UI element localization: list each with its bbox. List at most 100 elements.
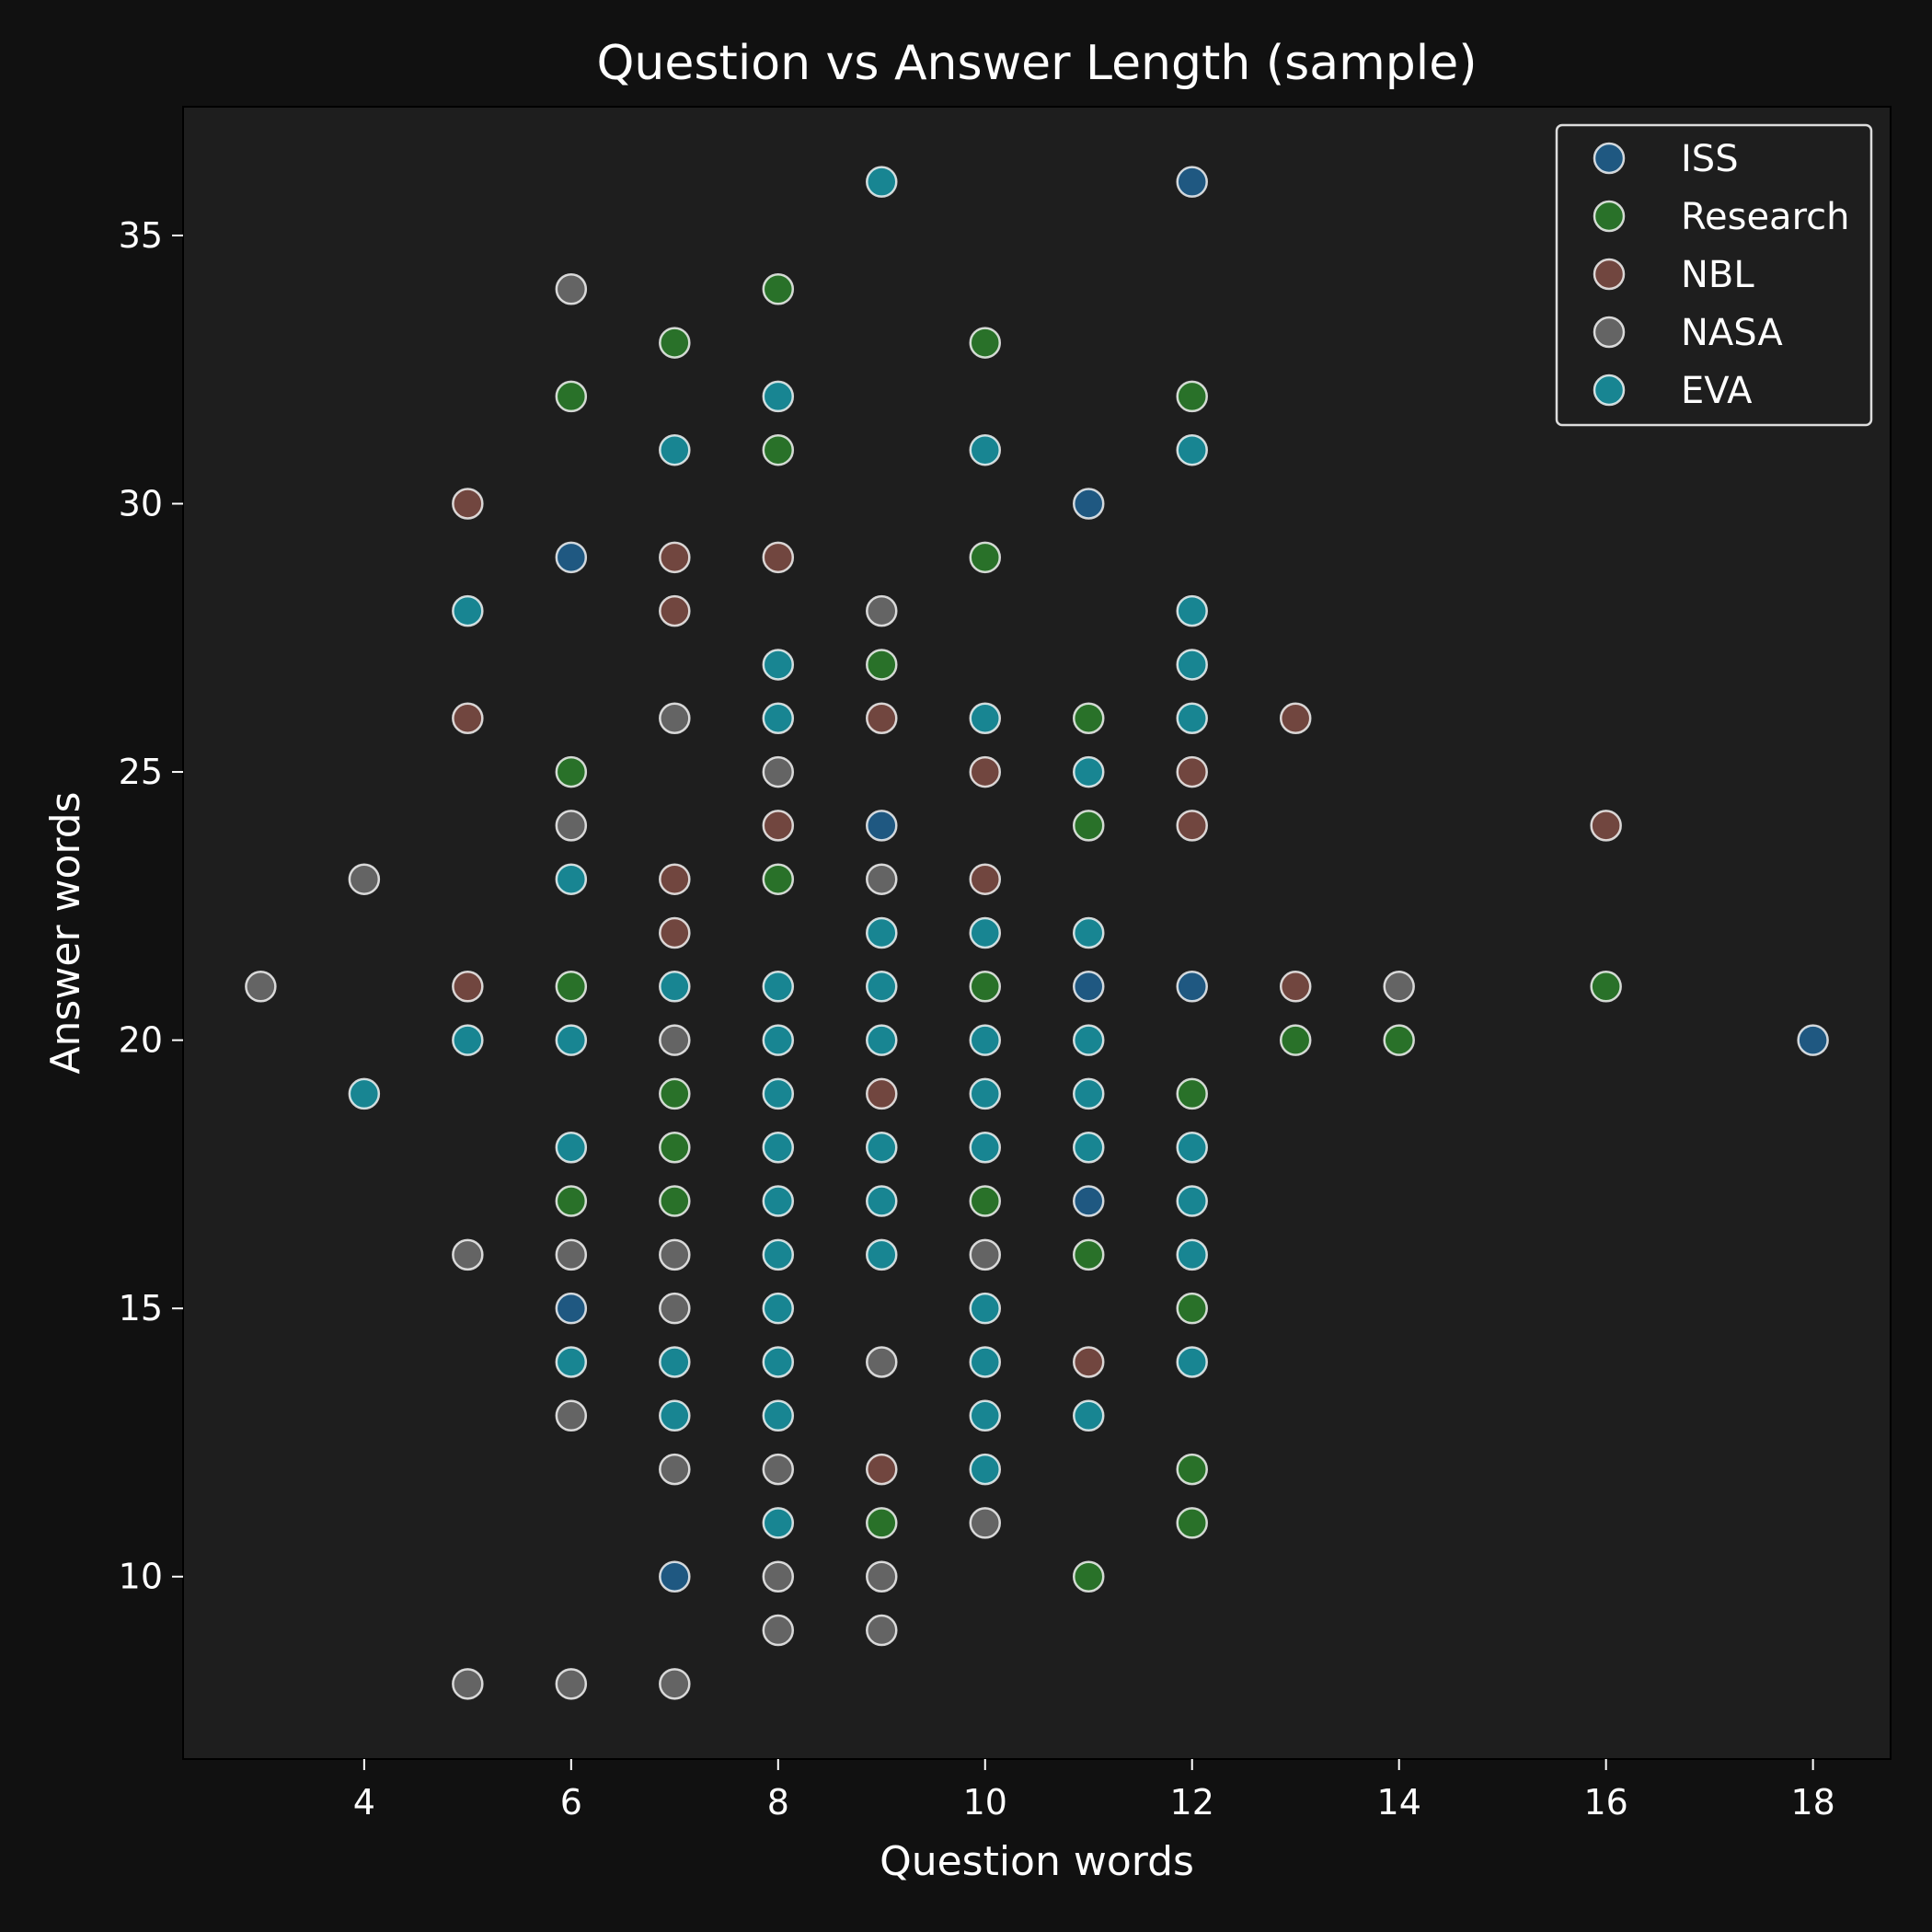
data-point (969, 433, 1002, 466)
data-point (969, 1077, 1002, 1110)
data-point (866, 810, 898, 842)
legend-marker (1593, 200, 1626, 233)
data-point (1072, 1560, 1105, 1593)
data-point (1279, 1024, 1312, 1056)
data-point (555, 380, 588, 413)
legend-marker (1593, 142, 1626, 175)
data-point (1176, 380, 1208, 413)
data-point (1072, 971, 1105, 1003)
data-point (659, 1077, 691, 1110)
data-point (969, 916, 1002, 949)
data-point (1072, 1238, 1105, 1271)
data-point (866, 649, 898, 681)
data-point (659, 971, 691, 1003)
data-point (555, 541, 588, 574)
data-point (555, 1238, 588, 1271)
data-point (1176, 755, 1208, 788)
data-point (969, 541, 1002, 574)
data-point (452, 594, 484, 627)
data-point (1383, 1024, 1415, 1056)
x-tick-label: 4 (353, 1782, 375, 1823)
data-point (1176, 1238, 1208, 1271)
data-point (1176, 1346, 1208, 1378)
data-point (659, 1560, 691, 1593)
data-point (866, 594, 898, 627)
legend-marker (1593, 258, 1626, 291)
data-point (1176, 594, 1208, 627)
data-point (555, 1292, 588, 1325)
data-point (659, 327, 691, 359)
data-point (555, 1131, 588, 1164)
legend-marker (1593, 316, 1626, 349)
legend-label: EVA (1681, 370, 1753, 412)
data-point (659, 1238, 691, 1271)
data-point (762, 1507, 795, 1539)
legend-label: Research (1681, 196, 1849, 238)
data-point (1176, 1292, 1208, 1325)
data-point (348, 863, 381, 895)
data-point (866, 1453, 898, 1486)
legend-label: ISS (1681, 138, 1739, 180)
data-point (452, 488, 484, 520)
data-point (1072, 1131, 1105, 1164)
data-point (1176, 1453, 1208, 1486)
legend-label: NBL (1681, 254, 1754, 296)
legend: ISS Research NBL NASA EVA (1555, 123, 1873, 427)
data-point (555, 273, 588, 305)
data-point (762, 755, 795, 788)
data-point (659, 541, 691, 574)
x-tick-label: 14 (1377, 1782, 1421, 1823)
data-point (1176, 166, 1208, 198)
data-point (555, 863, 588, 895)
data-point (659, 1024, 691, 1056)
data-points (245, 166, 1829, 1700)
data-point (762, 1453, 795, 1486)
data-point (1176, 1507, 1208, 1539)
chart-title: Question vs Answer Length (sample) (596, 36, 1477, 91)
axis-ticks: 4 6 8 10 12 14 16 18 10 15 20 25 30 35 (119, 215, 1835, 1823)
x-tick-label: 16 (1583, 1782, 1627, 1823)
x-tick-label: 10 (963, 1782, 1007, 1823)
data-point (866, 1185, 898, 1217)
data-point (1176, 702, 1208, 735)
data-point (659, 433, 691, 466)
data-point (1176, 649, 1208, 681)
data-point (1072, 1077, 1105, 1110)
data-point (555, 1346, 588, 1378)
data-point (762, 380, 795, 413)
y-tick-label: 35 (119, 215, 163, 256)
data-point (762, 810, 795, 842)
legend-marker (1593, 374, 1626, 407)
data-point (659, 1292, 691, 1325)
y-tick-label: 30 (119, 484, 163, 524)
data-point (1279, 971, 1312, 1003)
x-tick-label: 6 (560, 1782, 582, 1823)
data-point (762, 1024, 795, 1056)
data-point (866, 1131, 898, 1164)
data-point (866, 1560, 898, 1593)
data-point (969, 702, 1002, 735)
x-tick-label: 12 (1170, 1782, 1214, 1823)
data-point (762, 863, 795, 895)
data-point (969, 1346, 1002, 1378)
data-point (1176, 1185, 1208, 1217)
data-point (348, 1077, 381, 1110)
data-point (555, 1185, 588, 1217)
data-point (762, 1560, 795, 1593)
data-point (762, 273, 795, 305)
data-point (1072, 916, 1105, 949)
data-point (866, 971, 898, 1003)
data-point (969, 1238, 1002, 1271)
data-point (762, 1614, 795, 1647)
data-point (659, 1346, 691, 1378)
data-point (659, 1131, 691, 1164)
data-point (1176, 810, 1208, 842)
data-point (555, 1668, 588, 1700)
data-point (1176, 1131, 1208, 1164)
data-point (866, 1238, 898, 1271)
data-point (452, 702, 484, 735)
data-point (762, 971, 795, 1003)
data-point (1176, 433, 1208, 466)
data-point (659, 916, 691, 949)
data-point (866, 916, 898, 949)
